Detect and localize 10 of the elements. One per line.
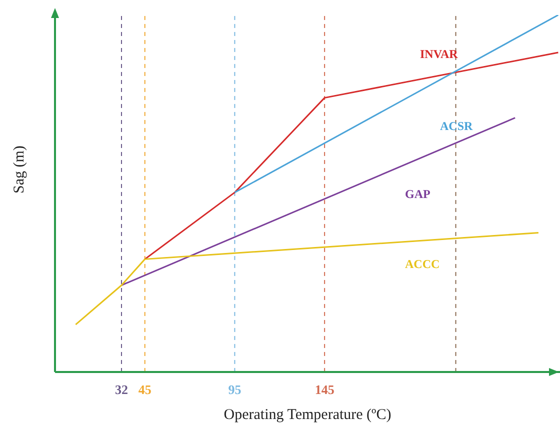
x-tick-label: 45: [138, 382, 152, 397]
x-axis-title: Operating Temperature (ºC): [224, 407, 392, 423]
y-axis-title: Sag (m): [11, 146, 28, 194]
series-label: ACCC: [405, 257, 440, 271]
series-label: GAP: [405, 187, 430, 201]
x-tick-label: 145: [314, 382, 335, 397]
text: ACSR: [440, 119, 474, 133]
series-label: INVAR: [420, 47, 458, 61]
x-tick-label: 95: [228, 382, 242, 397]
x-tick-label: 32: [114, 382, 128, 397]
